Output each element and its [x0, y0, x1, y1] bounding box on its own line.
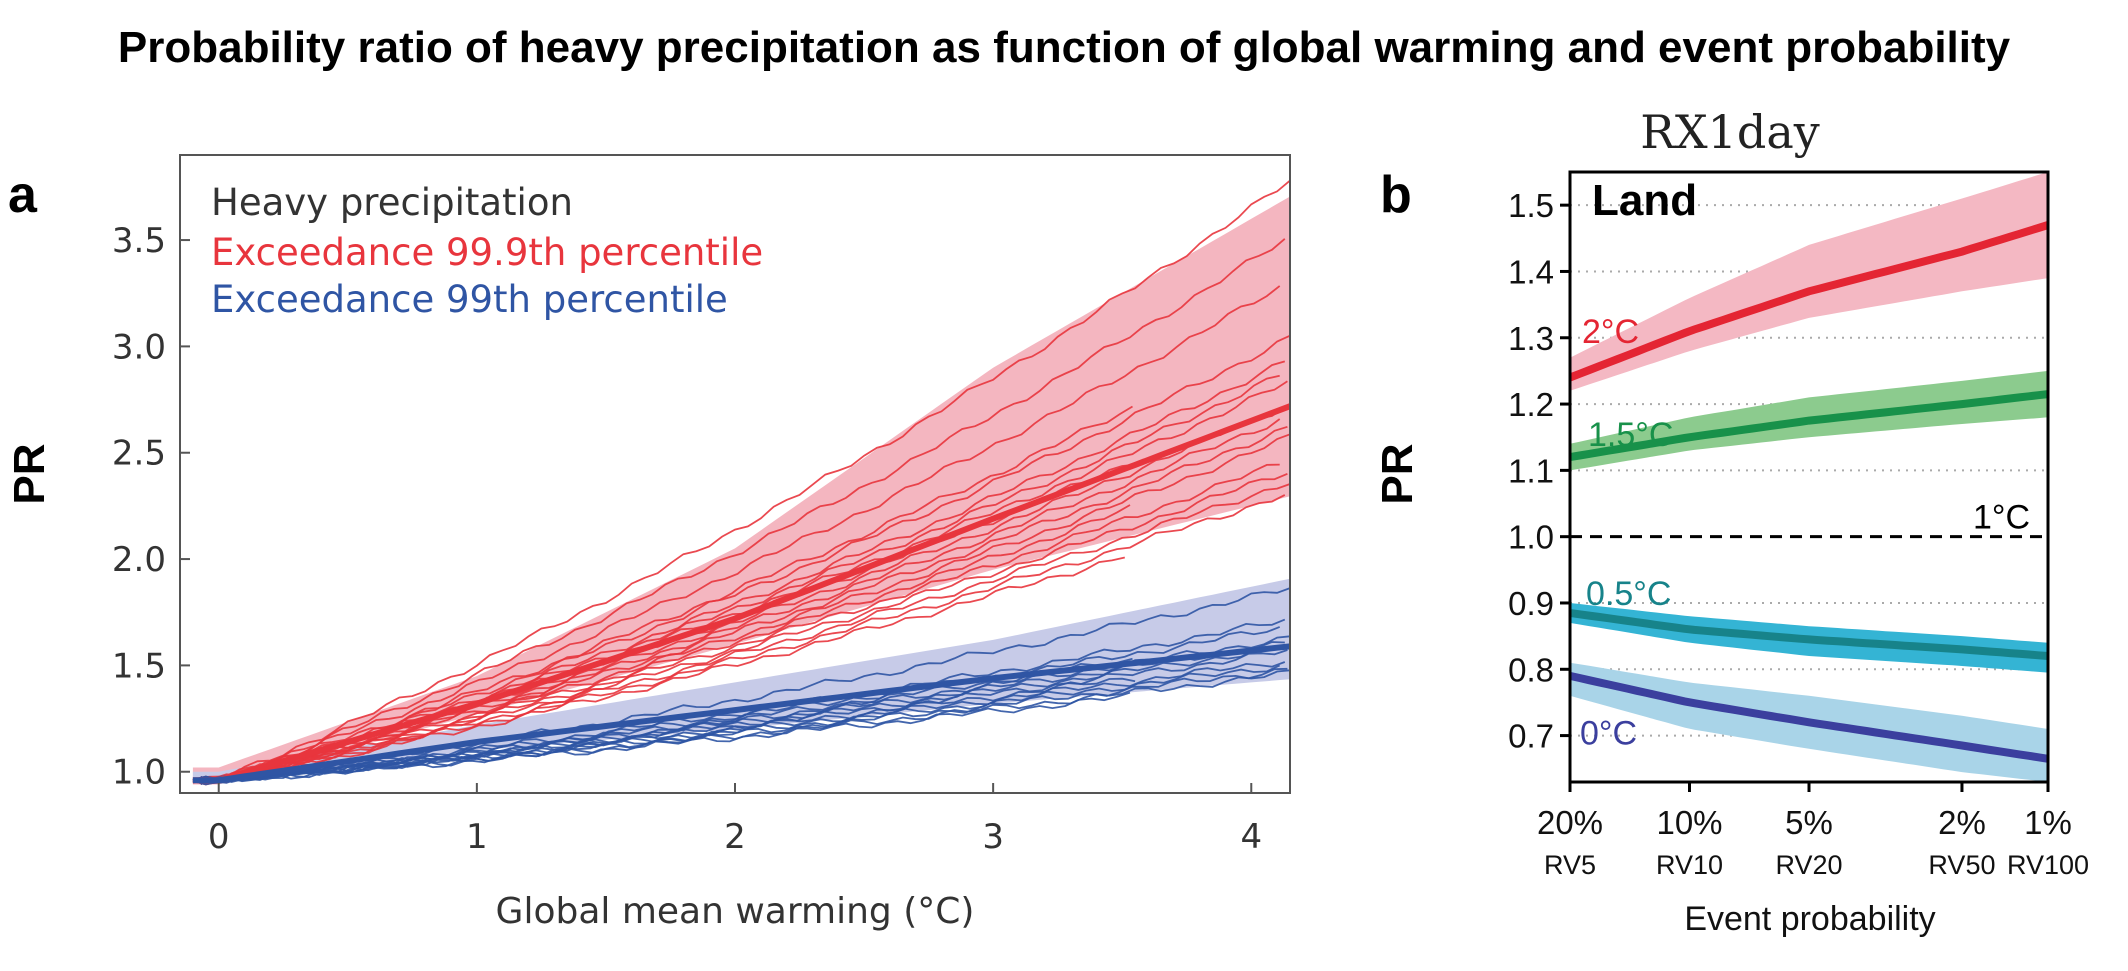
y-tick-label: 1.0 — [112, 753, 166, 793]
warming-level-line — [1569, 608, 2049, 660]
figure-title: Probability ratio of heavy precipitation… — [118, 23, 2011, 72]
ensemble-member-line — [216, 472, 1288, 782]
x-tick-label: 0 — [208, 817, 230, 857]
x-tick-return-value: RV5 — [1544, 850, 1596, 880]
panel-b-x-axis-label: Event probability — [1684, 900, 1935, 938]
y-tick-label: 1.5 — [1508, 187, 1554, 224]
y-tick-label: 0.7 — [1508, 718, 1554, 755]
y-tick-label: 1.2 — [1508, 386, 1554, 423]
x-tick-return-value: RV20 — [1775, 850, 1842, 880]
warming-level-label: 0°C — [1580, 714, 1637, 752]
y-tick-label: 0.8 — [1508, 651, 1554, 688]
warming-level-line — [1568, 221, 2050, 382]
uncertainty-band — [1570, 172, 2048, 391]
y-tick-label: 3.0 — [112, 327, 166, 367]
panel-b-chart: 1°C 20% RV5 10% RV10 5% RV20 2% RV50 1% RV100 0.7… — [1373, 170, 2089, 938]
x-tick-return-value: RV50 — [1928, 850, 1995, 880]
panel-a-legend-item: Exceedance 99.9th percentile — [211, 231, 763, 274]
ensemble-member-line — [215, 425, 1288, 783]
ensemble-mean-line — [192, 643, 1291, 784]
ensemble-member-line — [208, 285, 1281, 783]
y-tick-label: 2.5 — [112, 434, 166, 474]
ensemble-mean-line — [192, 403, 1292, 784]
warming-level-line — [1569, 390, 2049, 462]
warming-level-line — [1569, 671, 2049, 763]
panel-b-x-ticks: 20% RV5 10% RV10 5% RV20 2% RV50 1% RV100 — [1537, 782, 2089, 880]
x-tick-label: 1 — [466, 817, 488, 857]
warming-level-label: 2°C — [1582, 313, 1639, 351]
x-tick-label: 3 — [982, 817, 1004, 857]
ensemble-member-line — [192, 433, 1291, 784]
ensemble-member-line — [192, 334, 1291, 786]
ensemble-member-line — [208, 556, 1125, 784]
warming-level-label: 1.5°C — [1588, 416, 1673, 454]
panel-a-mean-lines — [192, 403, 1292, 784]
x-tick-return-value: RV100 — [2007, 850, 2089, 880]
x-tick-label: 4 — [1240, 817, 1262, 857]
panel-a-chart: 0 1 2 3 4 1.0 1.5 2.0 2.5 3.0 3.5 Heavy precipita… — [5, 154, 1292, 932]
panel-b-reference-line: 1°C — [1570, 499, 2048, 539]
panel-b-y-ticks: 0.7 0.8 0.9 1.0 1.1 1.2 1.3 1.4 1.5 — [1508, 187, 1570, 755]
panel-a-legend-item: Exceedance 99th percentile — [211, 278, 728, 321]
y-tick-label: 1.5 — [112, 646, 166, 686]
x-tick-label: 2 — [724, 817, 746, 857]
x-tick-label: 5% — [1785, 804, 1833, 841]
panel-b-subtitle: RX1day — [1640, 105, 1820, 159]
panel-a-x-ticks: 0 1 2 3 4 — [208, 783, 1262, 857]
reference-level-label: 1°C — [1973, 499, 2030, 537]
panel-b-letter: b — [1380, 166, 1412, 224]
y-tick-label: 0.9 — [1508, 585, 1554, 622]
y-tick-label: 1.1 — [1508, 452, 1554, 489]
panel-b-mean-lines — [1568, 221, 2050, 763]
ensemble-member-line — [192, 179, 1291, 782]
y-tick-label: 3.5 — [112, 221, 166, 261]
uncertainty-band — [192, 578, 1290, 783]
warming-level-label: 0.5°C — [1586, 575, 1671, 613]
ensemble-member-line — [215, 405, 1133, 780]
ensemble-member-line — [200, 691, 1131, 783]
panel-a-y-axis-label: PR — [5, 443, 54, 504]
panel-a-member-lines — [192, 179, 1291, 786]
y-tick-label: 1.4 — [1508, 253, 1554, 290]
x-tick-label: 10% — [1656, 804, 1722, 841]
y-tick-label: 1.3 — [1508, 320, 1554, 357]
x-tick-label: 20% — [1537, 804, 1603, 841]
y-tick-label: 1.0 — [1508, 519, 1554, 556]
panel-b-y-axis-label: PR — [1373, 443, 1422, 504]
ensemble-member-line — [200, 406, 1286, 783]
panel-b-series-labels: 2°C 1.5°C 0.5°C 0°C — [1580, 313, 1673, 752]
panel-a-letter: a — [8, 166, 38, 224]
ensemble-member-line — [200, 494, 1286, 784]
panel-b-region-label: Land — [1592, 176, 1697, 225]
panel-a-legend-title: Heavy precipitation — [211, 181, 573, 224]
y-tick-label: 2.0 — [112, 540, 166, 580]
panel-a-x-axis-label: Global mean warming (°C) — [496, 891, 975, 932]
x-tick-label: 2% — [1938, 804, 1986, 841]
panel-a-y-ticks: 1.0 1.5 2.0 2.5 3.0 3.5 — [112, 221, 190, 793]
ensemble-member-line — [200, 238, 1286, 782]
x-tick-return-value: RV10 — [1656, 850, 1723, 880]
x-tick-label: 1% — [2024, 804, 2072, 841]
